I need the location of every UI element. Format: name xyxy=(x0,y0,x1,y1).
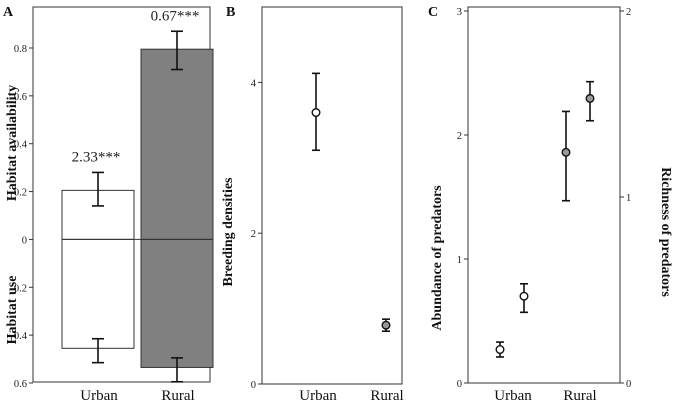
panel-a-annotation-rural: 0.67*** xyxy=(151,8,200,24)
panel-c-category-rural: Rural xyxy=(563,388,596,404)
panel-a-errorbar-rural-availability xyxy=(171,30,183,71)
panel-letter-b: B xyxy=(226,5,235,20)
panel-a-ytick-label: 0.6 xyxy=(14,379,27,390)
panel-c-point-urban-0 xyxy=(495,345,505,355)
panel-a-bar-rural-use xyxy=(140,238,214,368)
panel-c-ytick-left-label: 1 xyxy=(457,255,462,266)
panel-b-ytick-label: 2 xyxy=(251,229,256,240)
panel-b-ylabel: Breeding densities xyxy=(221,177,236,287)
panel-c-point-rural-3 xyxy=(585,93,595,103)
panel-c-point-urban-1 xyxy=(519,291,529,301)
panel-c-frame xyxy=(467,6,621,384)
panel-a-ytick-label: 0.6 xyxy=(14,92,27,103)
panel-a-ytick-label: 0.2 xyxy=(14,283,27,294)
panel-a-ylabel-top: Habitat availability xyxy=(5,85,20,201)
panel-a-plot: 0.8 0.6 0.4 0.2 0 0.2 0.4 0.6 2.33*** 0.67*** xyxy=(14,8,214,390)
panel-c-point-rural-2 xyxy=(561,147,571,157)
panel-a-ytick-label: 0.8 xyxy=(14,44,27,55)
panel-a-ytick-label: 0 xyxy=(22,235,27,246)
panel-b-point-rural xyxy=(381,320,391,330)
panel-a-errorbar-urban-availability xyxy=(92,171,104,207)
panel-c-category-urban: Urban xyxy=(494,388,532,404)
panel-c-ytick-right-label: 2 xyxy=(626,7,631,18)
panel-c-ytick-right-label: 1 xyxy=(626,193,631,204)
panel-a-errorbar-urban-use xyxy=(92,337,104,364)
panel-a-ytick-label: 0.4 xyxy=(14,140,28,151)
panel-letter-c: C xyxy=(428,5,438,20)
panel-b-category-urban: Urban xyxy=(299,388,337,404)
panel-b-ytick-label: 0 xyxy=(251,380,256,391)
panel-c-ylabel-left: Abundance of predators xyxy=(430,185,445,331)
panel-b-plot: 0 2 4 xyxy=(251,72,391,391)
panel-a-ytick-label: 0.4 xyxy=(14,331,28,342)
panel-a-annotation-urban: 2.33*** xyxy=(72,149,121,165)
panel-c-ytick-right-label: 0 xyxy=(626,379,631,390)
panel-a-category-urban: Urban xyxy=(80,388,118,404)
panel-c-ytick-left-label: 0 xyxy=(457,379,462,390)
panel-a-bar-urban-use xyxy=(61,238,135,349)
panel-b-frame xyxy=(261,6,403,385)
panel-c-plot: 0 1 2 3 0 1 2 xyxy=(457,7,632,390)
panel-a-category-rural: Rural xyxy=(161,388,194,404)
panel-b-category-rural: Rural xyxy=(370,388,403,404)
panel-a-ylabel-bottom: Habitat use xyxy=(5,276,20,345)
panel-a-errorbar-rural-use xyxy=(171,357,183,383)
panel-b-ytick-label: 4 xyxy=(251,78,257,89)
panel-c-ylabel-right: Richness of predators xyxy=(658,167,673,297)
panel-b-point-urban xyxy=(311,108,321,118)
panel-a-bar-rural-availability xyxy=(140,48,214,240)
panel-c-ytick-left-label: 3 xyxy=(457,7,462,18)
panel-a-ytick-label: 0.2 xyxy=(14,188,27,199)
panel-letter-a: A xyxy=(3,5,14,20)
panel-c-ytick-left-label: 2 xyxy=(457,131,462,142)
